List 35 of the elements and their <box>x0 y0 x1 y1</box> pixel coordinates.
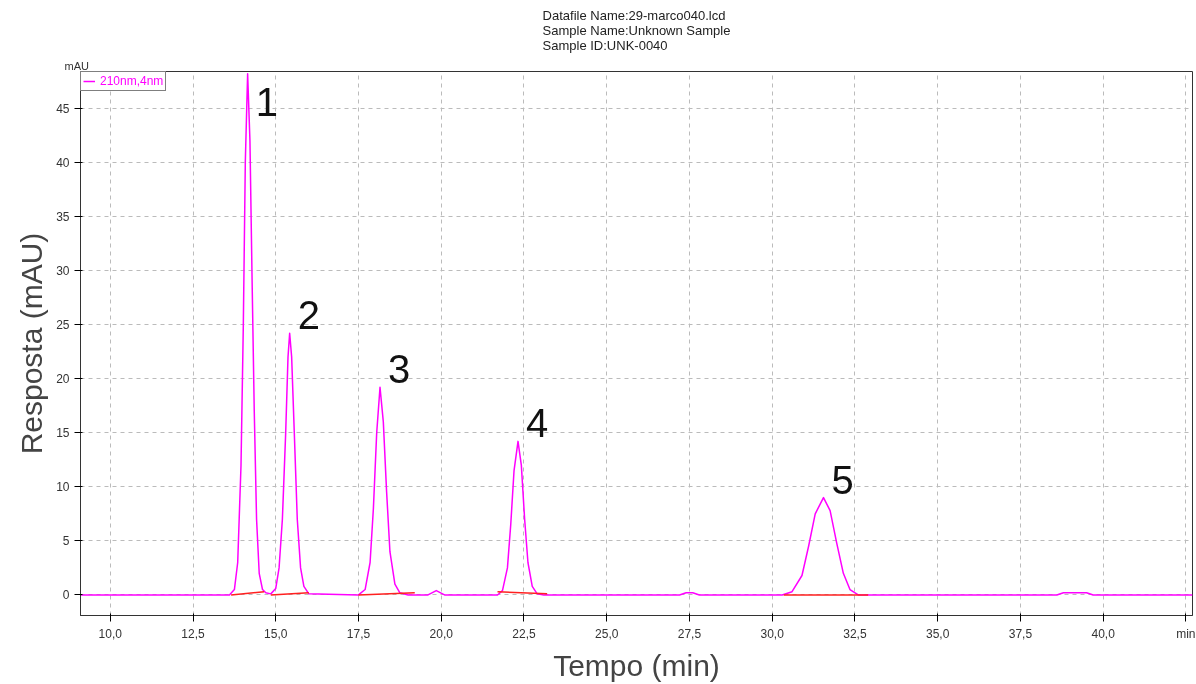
x-tick-label: 17,5 <box>346 626 371 641</box>
y-tick-label: 10 <box>56 480 70 495</box>
x-tick-label: 12,5 <box>181 626 206 641</box>
x-tick-label: 40,0 <box>1091 626 1116 641</box>
y-tick-label: 45 <box>56 101 70 116</box>
x-tick-label: 37,5 <box>1008 626 1033 641</box>
x-tick-label: 35,0 <box>925 626 950 641</box>
annotation: 2 <box>297 293 320 338</box>
y-tick-label: 25 <box>56 318 70 333</box>
y-tick-label: 20 <box>56 372 70 387</box>
x-axis-title: Tempo (min) <box>553 648 720 682</box>
legend-label: 210nm,4nm <box>100 74 164 88</box>
line-series <box>80 72 1193 596</box>
annotation: 5 <box>831 457 854 502</box>
y-axis-title: Resposta (mAU) <box>15 232 49 455</box>
x-tick-label: 22,5 <box>512 626 536 641</box>
y-tick-label: 30 <box>56 264 70 278</box>
x-tick-label: 25,0 <box>595 626 619 641</box>
y-tick-label: 40 <box>56 155 70 170</box>
annotation: 3 <box>388 347 411 392</box>
x-tick-label: 10,0 <box>98 626 123 641</box>
x-tick-label: min <box>1176 626 1196 641</box>
annotation: 1 <box>255 79 278 124</box>
y-tick-label: 35 <box>56 209 70 224</box>
x-tick-label: 27,5 <box>677 626 702 641</box>
x-tick-label: 15,0 <box>264 626 288 641</box>
y-tick-label: 15 <box>56 426 70 441</box>
x-tick-label: 20,0 <box>429 626 454 641</box>
y-tick-label: 5 <box>62 534 70 549</box>
x-tick-label: 32,5 <box>843 626 867 641</box>
x-tick-label: 30,0 <box>760 626 785 641</box>
y-tick-label: 0 <box>62 588 70 603</box>
chart-title: Datafile Name:29-marco040.lcd Sample Name:Unknown Sample Sample ID:UNK-0040 <box>542 7 731 53</box>
annotation: 4 <box>526 401 549 446</box>
text: mAU <box>64 59 89 72</box>
